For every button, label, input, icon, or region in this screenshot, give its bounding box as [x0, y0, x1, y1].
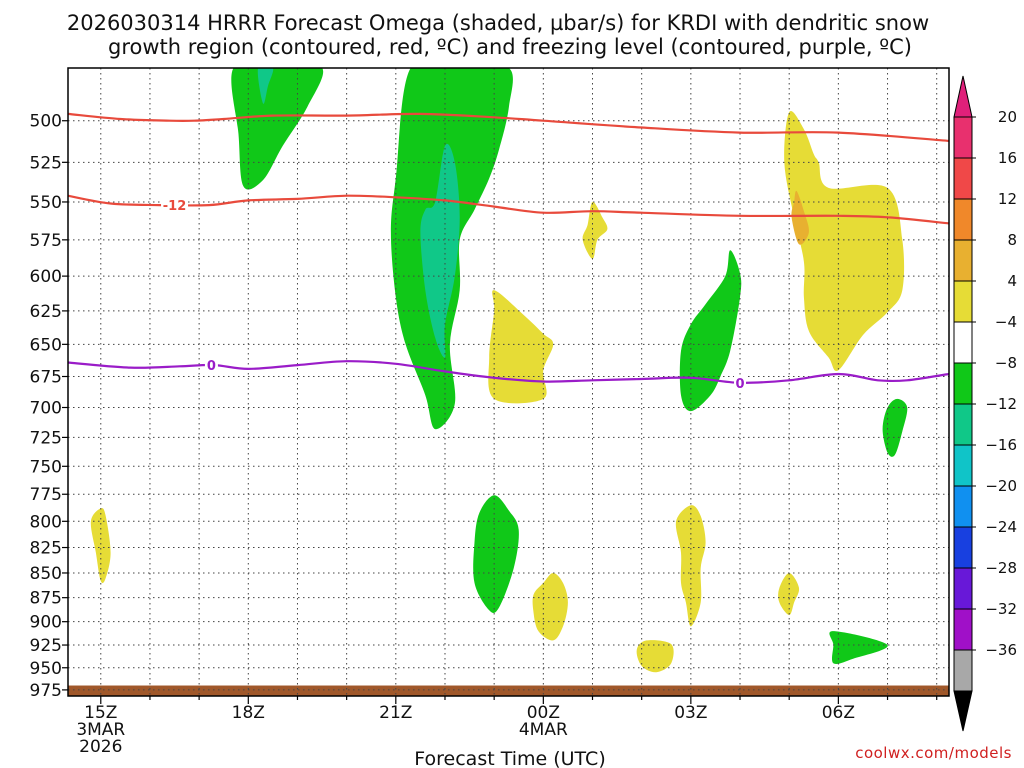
omega-region-1 — [231, 68, 324, 190]
colorbar-tick-11: −24 — [985, 518, 1017, 536]
colorbar-bin-14 — [953, 649, 973, 692]
colorbar-top-arrow — [953, 75, 973, 118]
dgz-bottom-line — [67, 194, 950, 225]
ground-bar — [68, 685, 949, 696]
omega-region-8 — [784, 111, 905, 371]
colorbar-tick-4: 8 — [1007, 231, 1017, 249]
x-tick-27-line1: 03Z — [674, 703, 707, 723]
colorbar-tick-14: −36 — [985, 641, 1017, 659]
freezing-level-label-bg — [204, 358, 218, 373]
y-tick-875: 875 — [30, 589, 62, 609]
colorbar-tick-8: −12 — [985, 395, 1017, 413]
x-tick-24-line2: 4MAR — [519, 720, 568, 740]
credit-text: coolwx.com/models — [855, 744, 1012, 762]
colorbar-bin-12 — [953, 567, 973, 610]
omega-region-14 — [675, 505, 706, 627]
y-tick-850: 850 — [30, 564, 62, 584]
colorbar-bin-5 — [953, 280, 973, 323]
omega-region-12 — [473, 495, 519, 614]
omega-region-16 — [778, 573, 800, 615]
omega-region-4 — [420, 143, 460, 358]
y-tick-525: 525 — [30, 153, 62, 173]
colorbar-tick-6: −4 — [995, 313, 1017, 331]
y-tick-975: 975 — [30, 681, 62, 701]
y-tick-750: 750 — [30, 457, 62, 477]
chart-title-line1: 2026030314 HRRR Forecast Omega (shaded, … — [67, 11, 929, 35]
x-tick-18-line1: 18Z — [232, 703, 265, 723]
colorbar-bin-2 — [953, 157, 973, 200]
colorbar-tick-5: 4 — [1007, 272, 1017, 290]
x-tick-21-line1: 21Z — [379, 703, 412, 723]
dgz-bottom-label-bg — [161, 198, 189, 213]
x-axis-label: Forecast Time (UTC) — [414, 748, 605, 768]
omega-region-13 — [532, 573, 568, 641]
colorbar-tick-12: −28 — [985, 559, 1017, 577]
y-tick-650: 650 — [30, 335, 62, 355]
y-tick-625: 625 — [30, 302, 62, 322]
colorbar-bin-10 — [953, 485, 973, 528]
x-tick-15-line2: 3MAR — [76, 720, 125, 740]
colorbar-bin-7 — [953, 362, 973, 405]
chart-title-line2: growth region (contoured, red, ºC) and f… — [108, 35, 912, 59]
omega-region-10 — [882, 398, 908, 457]
colorbar-bin-9 — [953, 444, 973, 487]
omega-region-9 — [791, 190, 810, 245]
y-tick-950: 950 — [30, 659, 62, 679]
omega-region-2 — [257, 68, 274, 104]
y-tick-900: 900 — [30, 613, 62, 633]
y-tick-575: 575 — [30, 231, 62, 251]
colorbar-tick-3: 12 — [998, 190, 1017, 208]
y-tick-925: 925 — [30, 636, 62, 656]
y-tick-700: 700 — [30, 398, 62, 418]
plot-frame — [67, 67, 950, 697]
ground-surface — [68, 685, 949, 696]
x-tick-30-line1: 06Z — [822, 703, 855, 723]
freezing-level-label-2: 0 — [735, 377, 744, 392]
x-tick-15-line1: 15Z — [84, 703, 117, 723]
temperature-contours: -12 0 0 — [67, 112, 950, 392]
freezing-level-label: 0 — [207, 359, 216, 374]
y-tick-800: 800 — [30, 512, 62, 532]
colorbar-tick-9: −16 — [985, 436, 1017, 454]
colorbar-bottom-arrow — [953, 690, 973, 732]
colorbar-bin-11 — [953, 526, 973, 569]
colorbar-bin-13 — [953, 608, 973, 651]
omega-region-15 — [636, 640, 674, 673]
colorbar-tick-13: −32 — [985, 600, 1017, 618]
grid-lines — [68, 68, 949, 696]
colorbar-tick-10: −20 — [985, 477, 1017, 495]
colorbar-tick-1: 20 — [998, 108, 1017, 126]
omega-region-6 — [582, 201, 608, 259]
y-tick-500: 500 — [30, 112, 62, 132]
x-tick-15-line3: 2026 — [79, 737, 122, 757]
omega-region-5 — [488, 290, 554, 404]
dgz-top-line — [67, 112, 950, 142]
y-axis: 500 525 550 575 600 625 650 675 700 725 750 775 800 8… — [30, 112, 68, 701]
y-tick-550: 550 — [30, 193, 62, 213]
y-tick-675: 675 — [30, 368, 62, 388]
y-tick-725: 725 — [30, 428, 62, 448]
omega-shading — [90, 68, 908, 673]
omega-region-7 — [679, 250, 742, 412]
y-tick-825: 825 — [30, 539, 62, 559]
dgz-bottom-label: -12 — [163, 199, 187, 214]
colorbar-bin-4 — [953, 239, 973, 282]
colorbar: 20 16 12 8 4 −4 −8 −12 −16 −20 −24 −28 −32 −36 — [953, 75, 1017, 732]
colorbar-bin-3 — [953, 198, 973, 241]
colorbar-tick-2: 16 — [998, 149, 1017, 167]
omega-region-17 — [829, 631, 888, 665]
y-tick-600: 600 — [30, 267, 62, 287]
omega-region-11 — [90, 508, 111, 584]
colorbar-bin-8 — [953, 403, 973, 446]
colorbar-bin-6 — [953, 321, 973, 364]
y-tick-775: 775 — [30, 485, 62, 505]
colorbar-bin-1 — [953, 116, 973, 159]
colorbar-tick-7: −8 — [995, 354, 1017, 372]
freezing-level-label-2-bg — [734, 375, 747, 390]
x-tick-24-line1: 00Z — [527, 703, 560, 723]
